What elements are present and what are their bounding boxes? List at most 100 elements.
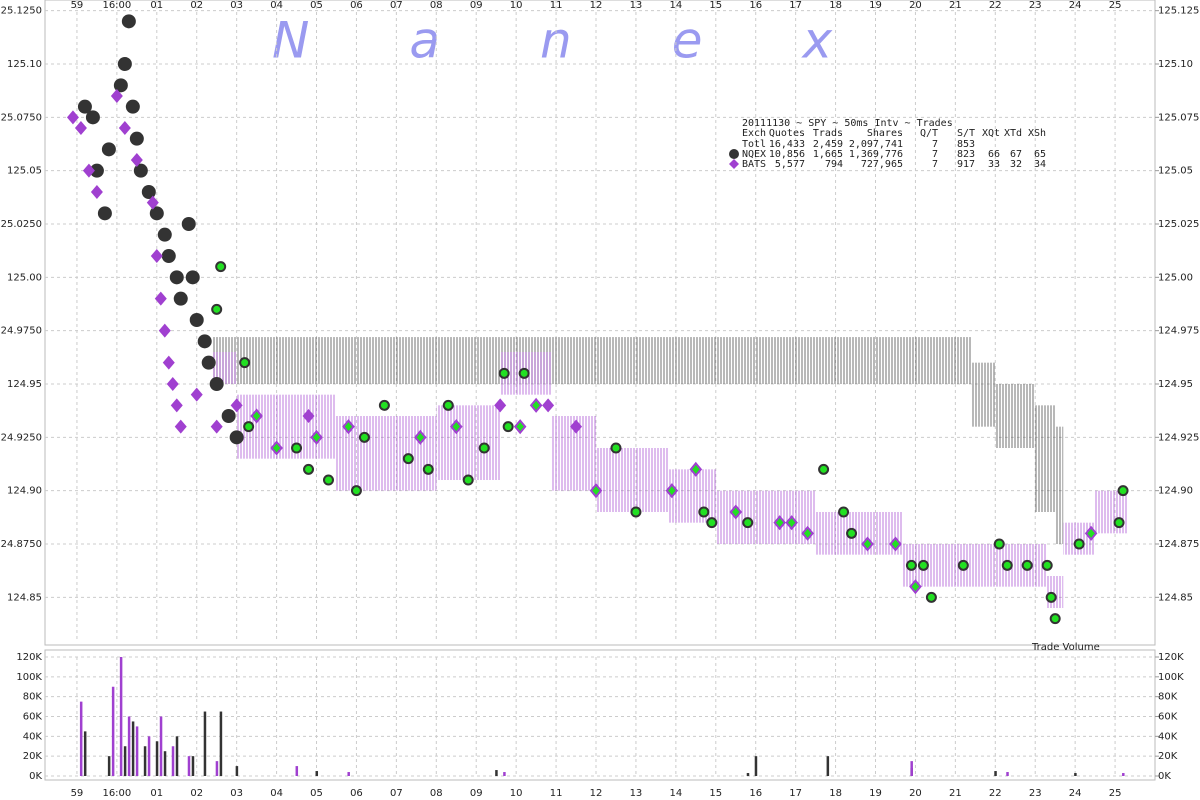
x-tick-label: 24 xyxy=(1069,788,1082,799)
quote-marker xyxy=(113,78,128,93)
quote-band xyxy=(1047,576,1064,608)
volume-bar xyxy=(503,772,506,776)
volume-bar xyxy=(203,711,207,776)
x-tick-label: 21 xyxy=(949,788,962,799)
x-tick-label: 59 xyxy=(71,788,84,799)
volume-bar xyxy=(347,772,350,776)
price-frame xyxy=(44,0,1156,646)
legend-cell: 67 xyxy=(1010,149,1022,160)
quote-marker xyxy=(229,430,244,445)
legend-row-label: Totl xyxy=(742,139,766,150)
y2-tick-label: 124.975 xyxy=(1158,326,1199,337)
quote-marker xyxy=(161,249,176,263)
quote-band xyxy=(500,337,972,384)
trade-marker xyxy=(211,303,223,315)
x-tick-label: 24 xyxy=(1069,0,1082,11)
y-tick-label: 100K xyxy=(16,672,42,683)
trade-marker xyxy=(1021,559,1033,571)
y-tick-label: 25.0750 xyxy=(1,112,42,123)
legend-header: XSh xyxy=(1028,128,1046,139)
quote-marker xyxy=(302,409,315,423)
x-tick-label: 19 xyxy=(869,788,882,799)
volume-bar xyxy=(171,746,175,776)
trade-marker xyxy=(513,419,527,435)
trade-marker xyxy=(889,536,902,552)
x-tick-label: 03 xyxy=(230,0,243,11)
x-tick-label: 13 xyxy=(630,788,643,799)
y2-tick-label: 0K xyxy=(1158,771,1171,782)
quote-marker xyxy=(133,163,148,178)
trade-marker xyxy=(250,408,263,424)
x-tick-label: 21 xyxy=(949,0,962,11)
quote-marker xyxy=(97,206,112,221)
legend-cell: 1,369,776 xyxy=(849,149,903,160)
trade-marker xyxy=(358,431,370,443)
volume-bar xyxy=(163,751,167,776)
y2-tick-label: 100K xyxy=(1158,672,1184,683)
volume-bar xyxy=(111,686,115,776)
legend-header: Shares xyxy=(867,128,903,139)
trade-marker xyxy=(449,419,463,435)
legend-header: S/T xyxy=(957,128,975,139)
quote-marker xyxy=(121,14,136,29)
y2-tick-label: 125.125 xyxy=(1158,6,1199,17)
quote-marker xyxy=(158,323,171,338)
y-tick-label: 124.90 xyxy=(7,486,42,497)
trade-marker xyxy=(422,463,434,475)
y-tick-label: 40K xyxy=(23,731,43,742)
y2-tick-label: 124.875 xyxy=(1158,539,1199,550)
x-tick-label: 22 xyxy=(989,788,1002,799)
quote-marker xyxy=(221,409,236,423)
x-tick-label: 05 xyxy=(310,788,323,799)
quote-marker xyxy=(173,291,188,306)
y-tick-label: 25.1250 xyxy=(1,6,42,17)
trade-marker xyxy=(1001,559,1013,571)
trade-marker xyxy=(1117,485,1129,497)
quote-marker xyxy=(169,270,184,285)
quote-marker xyxy=(66,110,79,125)
volume-bar xyxy=(187,756,191,776)
trade-marker xyxy=(502,421,514,433)
y-tick-label: 24.9750 xyxy=(1,326,42,337)
x-tick-label: 04 xyxy=(270,788,283,799)
volume-bar xyxy=(127,716,131,776)
legend-header: Exch xyxy=(742,128,766,139)
x-tick-label: 15 xyxy=(709,0,722,11)
quote-marker xyxy=(130,153,143,167)
y2-tick-label: 124.95 xyxy=(1158,379,1193,390)
volume-frame xyxy=(44,649,1156,781)
trade-marker xyxy=(905,559,917,571)
volume-bar xyxy=(143,746,147,776)
volume-bar xyxy=(826,756,830,776)
trade-marker xyxy=(993,538,1005,550)
trade-marker xyxy=(610,442,622,454)
volume-bar xyxy=(495,770,498,776)
volume-bar xyxy=(746,773,750,776)
legend-header: XQt xyxy=(982,128,1000,139)
volume-bar xyxy=(1122,773,1125,776)
quote-marker xyxy=(117,57,132,71)
legend-cell: 853 xyxy=(957,139,975,150)
x-tick-label: 12 xyxy=(590,0,603,11)
watermark: Nanex xyxy=(272,12,932,70)
volume-bar xyxy=(155,741,159,776)
legend-cell: 10,856 xyxy=(769,149,805,160)
quote-marker xyxy=(166,377,179,391)
volume-bar xyxy=(175,736,179,776)
x-tick-label: 16:00 xyxy=(102,0,131,11)
quote-marker xyxy=(90,185,103,199)
x-tick-label: 01 xyxy=(150,0,163,11)
volume-bar xyxy=(83,731,87,776)
volume-bar xyxy=(219,711,223,776)
quote-marker xyxy=(542,398,555,413)
quote-band xyxy=(971,362,996,427)
volume-bar xyxy=(235,766,239,776)
quote-marker xyxy=(149,206,164,221)
x-tick-label: 02 xyxy=(190,788,203,799)
quote-marker xyxy=(154,291,167,306)
trade-marker xyxy=(270,440,283,456)
x-tick-label: 19 xyxy=(869,0,882,11)
trade-marker xyxy=(1084,525,1098,541)
y2-tick-label: 124.90 xyxy=(1158,486,1193,497)
